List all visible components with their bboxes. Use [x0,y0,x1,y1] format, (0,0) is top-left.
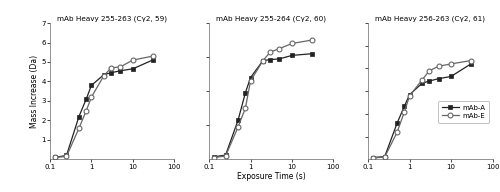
mAb-A [101,74,107,76]
mAb-A [130,68,136,70]
mAb-E [289,42,295,45]
mAb-A [289,54,295,57]
mAb-E [276,47,282,50]
mAb-A [406,94,412,96]
mAb-E [448,63,454,65]
mAb-E [260,59,266,62]
Line: mAb-E: mAb-E [212,38,314,160]
mAb-E [118,66,124,68]
mAb-E [248,80,254,82]
mAb-A [248,76,254,79]
mAb-A [108,72,114,74]
mAb-A [468,63,474,65]
mAb-E [242,107,248,109]
mAb-E [76,127,82,129]
mAb-E [211,156,217,159]
mAb-A [426,80,432,82]
mAb-A [235,119,241,121]
mAb-A [211,156,217,158]
mAb-A [402,105,407,107]
mAb-E [101,74,107,77]
Line: mAb-A: mAb-A [212,52,314,159]
Title: mAb Heavy 256-263 (Cγ2, 61): mAb Heavy 256-263 (Cγ2, 61) [376,15,486,22]
mAb-E [402,111,407,113]
mAb-E [84,109,89,112]
mAb-A [370,156,376,159]
mAb-A [76,115,82,118]
mAb-E [64,155,70,158]
mAb-A [448,75,454,78]
mAb-E [436,65,442,67]
mAb-E [468,59,474,62]
mAb-A [382,156,388,158]
Y-axis label: Mass Increase (Da): Mass Increase (Da) [30,55,38,128]
mAb-A [419,82,425,84]
mAb-A [268,59,274,61]
mAb-A [118,70,124,72]
mAb-E [406,95,412,97]
mAb-A [88,84,94,87]
mAb-E [382,156,388,158]
mAb-E [426,70,432,72]
mAb-E [150,55,156,57]
mAb-E [108,67,114,69]
mAb-E [88,96,94,98]
Title: mAb Heavy 255-263 (Cγ2, 59): mAb Heavy 255-263 (Cγ2, 59) [57,15,167,22]
mAb-E [394,131,400,133]
Line: mAb-E: mAb-E [52,54,155,160]
mAb-A [436,78,442,80]
mAb-A [242,92,248,94]
mAb-A [150,59,156,61]
mAb-E [52,156,58,159]
mAb-E [235,126,241,128]
mAb-A [260,59,266,62]
mAb-A [84,98,89,100]
mAb-E [419,79,425,81]
mAb-E [268,51,274,53]
mAb-A [394,122,400,124]
mAb-A [276,58,282,60]
Line: mAb-A: mAb-A [371,62,473,160]
mAb-E [222,155,228,157]
Legend: mAb-A, mAb-E: mAb-A, mAb-E [438,101,489,123]
mAb-E [370,157,376,159]
X-axis label: Exposure Time (s): Exposure Time (s) [237,172,306,181]
mAb-A [222,154,228,156]
mAb-A [308,53,314,55]
mAb-A [64,154,70,157]
mAb-E [308,39,314,41]
Line: mAb-E: mAb-E [370,58,474,161]
Title: mAb Heavy 255-264 (Cγ2, 60): mAb Heavy 255-264 (Cγ2, 60) [216,15,326,22]
mAb-E [130,59,136,61]
mAb-A [52,156,58,159]
Line: mAb-A: mAb-A [52,58,154,160]
